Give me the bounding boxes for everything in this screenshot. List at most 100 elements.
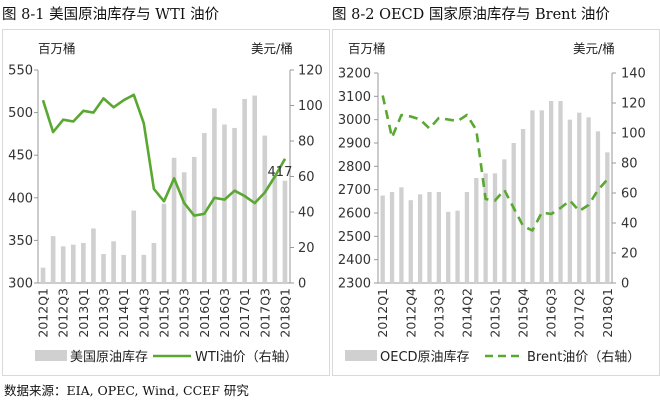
left-tick-label: 3200 [338,67,371,82]
x-tick-label: 2014Q3 [136,288,151,338]
inventory-bar [181,172,187,283]
inventory-bar [558,101,563,283]
right-tick-label: 120 [298,64,323,79]
us-inventory-wti-chart: 300 350 400 450 500 550 0 20 40 60 80 100 120 2012Q1 2… [8,64,323,366]
x-tick-label: 2017Q1 [237,288,252,338]
inventory-bar [605,152,610,283]
inventory-bar [70,244,76,283]
right-tick-label: 60 [298,170,315,185]
x-tick-label: 2013Q3 [431,288,446,338]
left-tick-label: 500 [8,106,33,121]
inventory-bar [483,173,488,283]
left-tick-label: 550 [8,64,33,79]
x-tick-label: 2018Q1 [600,288,615,338]
inventory-bar [530,110,535,283]
inventory-bar [131,210,137,283]
x-tick-label: 2016Q3 [217,288,232,338]
x-tick-label: 2015Q4 [516,288,531,338]
inventory-bar [272,174,278,283]
left-tick-label: 2500 [338,230,371,245]
inventory-bar [399,187,404,283]
left-tick-label: 2800 [338,160,371,175]
x-tick-label: 2012Q3 [56,288,71,338]
inventory-bar [492,173,498,283]
inventory-bar [455,210,460,283]
figure-1-title: 图 8-1 美国原油库存与 WTI 油价 [2,7,220,23]
inventory-bar [567,119,573,284]
inventory-bar [151,242,157,283]
inventory-bar [171,157,177,283]
left-tick-label: 2300 [338,277,371,292]
data-source-note: 数据来源：EIA, OPEC, Wind, CCEF 研究 [4,383,249,398]
inventory-bar [427,192,432,283]
right-tick-label: 80 [298,135,315,150]
left-axis-unit: 百万桶 [38,41,76,56]
left-tick-label: 350 [8,234,33,249]
left-tick-label: 2400 [338,253,371,268]
inventory-bar [520,129,526,283]
legend-line-label: Brent油价（右轴） [527,350,640,365]
inventory-bar [121,254,126,283]
x-tick-label: 2012Q4 [403,288,418,338]
inventory-bar [577,112,582,284]
left-tick-label: 2600 [338,207,371,222]
right-tick-label: 40 [621,217,638,232]
legend-line-label: WTI油价（右轴） [195,350,298,365]
x-tick-label: 2012Q1 [375,288,390,338]
inventory-bar [417,194,423,283]
left-tick-label: 300 [8,277,33,292]
legend-bar-label: 美国原油库存 [70,349,148,365]
inventory-bar [60,246,66,283]
x-tick-label: 2018Q1 [277,288,292,338]
inventory-bar [222,124,227,283]
inventory-bar [549,101,554,283]
inventory-bar [161,203,167,283]
inventory-bar [539,110,544,283]
price-line [381,95,609,232]
inventory-bar [380,195,385,283]
right-axis-unit: 美元/桶 [251,41,293,56]
x-tick-label: 2013Q3 [96,288,111,338]
legend-bar-swatch [35,350,67,361]
chart-panel-oecd: 百万桶 美元/桶 2300 2400 2500 2600 2700 2800 2900 300… [332,29,660,376]
inventory-bar [91,228,96,283]
chart-panel-us: 百万桶 美元/桶 300 350 400 450 500 550 0 20 40 60 80 100 1… [2,29,330,376]
inventory-bar [40,267,46,283]
right-tick-label: 140 [621,67,646,82]
inventory-bar [191,156,197,283]
right-tick-label: 80 [621,157,638,172]
oecd-inventory-brent-chart: 2300 2400 2500 2600 2700 2800 2900 3000 3100 3200… [338,67,646,366]
legend-bar-swatch [345,350,377,361]
inventory-bar [141,254,147,283]
left-tick-label: 2900 [338,137,371,152]
price-line [41,93,287,217]
right-tick-label: 60 [621,187,638,202]
inventory-bar [389,192,395,283]
legend-bar-label: OECD原油库存 [380,349,470,365]
figure-2-title: 图 8-2 OECD 国家原油库存与 Brent 油价 [332,7,610,23]
left-tick-label: 450 [8,149,33,164]
inventory-bar [101,254,106,283]
x-tick-label: 2014Q2 [459,288,474,338]
inventory-bar [464,192,470,283]
right-tick-label: 100 [298,99,323,114]
inventory-bar [242,98,247,283]
inventory-bar [111,241,116,283]
inventory-bar [595,131,601,283]
right-axis-unit: 美元/桶 [573,41,615,56]
data-annotation: 417 [268,165,293,180]
left-axis-unit: 百万桶 [348,41,386,56]
inventory-bar [232,127,237,283]
inventory-bar [511,143,516,283]
right-tick-label: 20 [298,241,315,256]
right-tick-label: 0 [298,277,306,292]
x-tick-label: 2017Q2 [572,288,587,338]
x-tick-label: 2015Q3 [177,288,192,338]
x-tick-label: 2016Q3 [544,288,559,338]
x-tick-label: 2012Q1 [36,288,51,338]
inventory-bar [50,236,56,283]
x-tick-label: 2013Q1 [76,288,91,338]
left-tick-label: 400 [8,191,33,206]
right-tick-label: 120 [621,97,646,112]
left-tick-label: 2700 [338,183,371,198]
